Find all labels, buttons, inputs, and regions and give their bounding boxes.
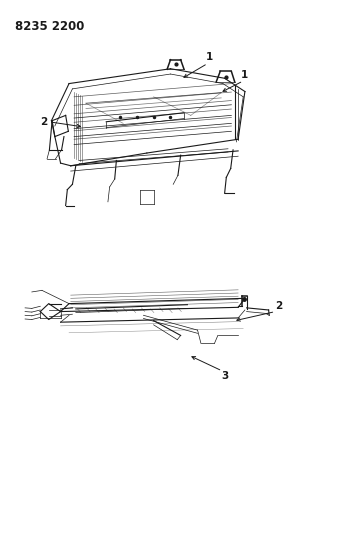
- Text: 3: 3: [221, 372, 228, 381]
- Text: 8235 2200: 8235 2200: [15, 20, 84, 33]
- Text: 2: 2: [275, 301, 282, 311]
- Text: 1: 1: [241, 70, 249, 79]
- Text: 1: 1: [206, 52, 213, 62]
- Text: 2: 2: [40, 117, 47, 127]
